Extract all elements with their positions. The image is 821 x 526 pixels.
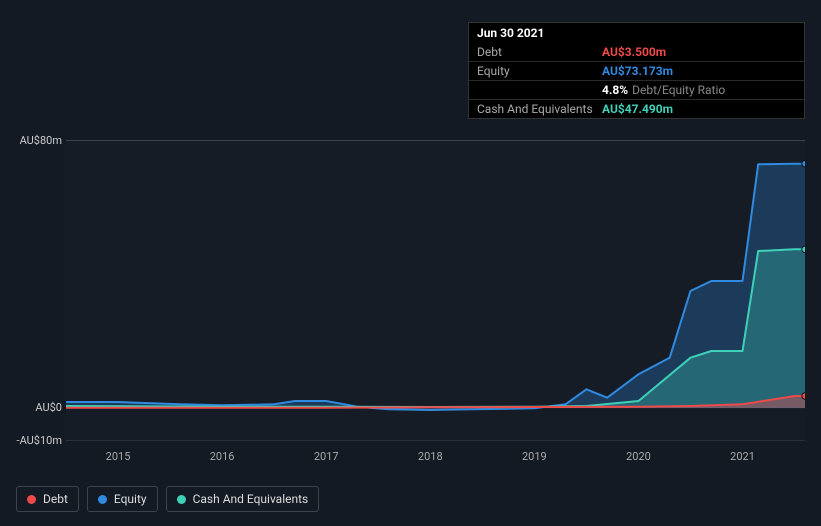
chart-svg bbox=[66, 141, 805, 441]
legend-item[interactable]: Cash And Equivalents bbox=[166, 486, 320, 512]
tooltip-row-value: AU$3.500m bbox=[602, 45, 666, 59]
tooltip-row-sub: Debt/Equity Ratio bbox=[632, 83, 725, 97]
y-axis-tick-label: AU$0 bbox=[16, 401, 62, 414]
legend-swatch bbox=[98, 495, 107, 504]
y-axis-tick-label: AU$80m bbox=[16, 134, 62, 147]
chart-area: AU$80m AU$0 -AU$10m 2015 2016 2017 2018 2019 20… bbox=[16, 120, 805, 470]
tooltip-row-label: Debt bbox=[477, 45, 602, 59]
x-axis-tick-label: 2016 bbox=[192, 450, 252, 463]
tooltip-row-value: 4.8%Debt/Equity Ratio bbox=[602, 83, 725, 97]
legend-item[interactable]: Debt bbox=[16, 486, 79, 512]
tooltip-row-label: Equity bbox=[477, 64, 602, 78]
tooltip-row-label: Cash And Equivalents bbox=[477, 102, 602, 116]
tooltip-row-label bbox=[477, 83, 602, 97]
chart-container: Jun 30 2021 DebtAU$3.500mEquityAU$73.173… bbox=[0, 0, 821, 526]
tooltip-row-value: AU$73.173m bbox=[602, 64, 673, 78]
x-axis-tick-label: 2018 bbox=[400, 450, 460, 463]
tooltip-date: Jun 30 2021 bbox=[469, 23, 804, 43]
tooltip-row: Cash And EquivalentsAU$47.490m bbox=[469, 100, 804, 118]
x-axis-tick-label: 2017 bbox=[296, 450, 356, 463]
legend-label: Cash And Equivalents bbox=[193, 492, 309, 506]
x-axis-tick-label: 2015 bbox=[88, 450, 148, 463]
tooltip-row: 4.8%Debt/Equity Ratio bbox=[469, 81, 804, 100]
tooltip-row: DebtAU$3.500m bbox=[469, 43, 804, 62]
x-axis-tick-label: 2021 bbox=[713, 450, 773, 463]
tooltip-rows: DebtAU$3.500mEquityAU$73.173m4.8%Debt/Eq… bbox=[469, 43, 804, 118]
tooltip-row-value: AU$47.490m bbox=[602, 102, 673, 116]
legend-label: Debt bbox=[43, 492, 68, 506]
legend-swatch bbox=[27, 495, 36, 504]
legend: Debt Equity Cash And Equivalents bbox=[16, 486, 319, 512]
legend-swatch bbox=[177, 495, 186, 504]
x-axis-tick-label: 2019 bbox=[504, 450, 564, 463]
tooltip-panel: Jun 30 2021 DebtAU$3.500mEquityAU$73.173… bbox=[468, 22, 805, 119]
legend-item[interactable]: Equity bbox=[87, 486, 158, 512]
chart-plot[interactable] bbox=[66, 140, 805, 440]
x-axis-tick-label: 2020 bbox=[608, 450, 668, 463]
tooltip-row: EquityAU$73.173m bbox=[469, 62, 804, 81]
y-axis-tick-label: -AU$10m bbox=[16, 434, 62, 447]
legend-label: Equity bbox=[114, 492, 147, 506]
